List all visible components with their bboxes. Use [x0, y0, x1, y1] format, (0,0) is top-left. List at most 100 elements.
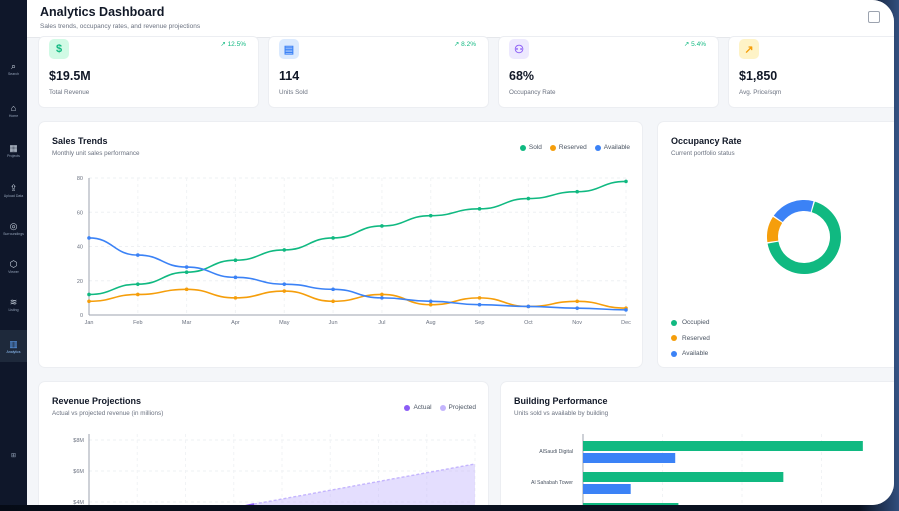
sidebar-item-label: Projects	[7, 153, 20, 158]
panel-subtitle: Units sold vs available by building	[514, 410, 609, 417]
occupancy-donut-chart	[767, 200, 841, 274]
header: Analytics Dashboard Sales trends, occupa…	[27, 0, 894, 38]
building-performance-panel: Building Performance Units sold vs avail…	[500, 381, 894, 505]
donut-slice-reserved	[767, 216, 783, 243]
sidebar-item-label: Analytics	[6, 349, 21, 354]
sidebar-item-search[interactable]: ⌕ Search	[0, 52, 27, 84]
location-icon: ◎	[9, 220, 18, 231]
legend-item-actual[interactable]: Actual	[404, 404, 432, 411]
stat-card-occupancy[interactable]: ⚇ ↗ 5.4% 68% Occupancy Rate	[498, 36, 719, 108]
legend-item-reserved[interactable]: Reserved	[671, 331, 710, 347]
data-point-sold	[477, 207, 482, 211]
data-point-available	[526, 304, 531, 309]
area-actual	[250, 504, 254, 505]
sidebar-item-analytics[interactable]: ▥ Analytics	[0, 330, 27, 362]
page-title: Analytics Dashboard	[40, 5, 165, 19]
data-point-available	[87, 236, 91, 240]
bar-available	[583, 484, 631, 494]
chart-legend: Sold Reserved Available	[519, 144, 630, 151]
series-line-sold	[88, 180, 627, 296]
sidebar-item-surroundings[interactable]: ◎ Surroundings	[0, 212, 27, 244]
legend-item-projected[interactable]: Projected	[439, 404, 476, 411]
chart-legend: Actual Projected	[404, 404, 476, 411]
data-point-available	[184, 265, 189, 269]
sidebar-item-projects[interactable]: ▦ Projects	[0, 134, 27, 166]
y-tick-label: 40	[77, 245, 83, 251]
trend-badge: ↗ 5.4%	[683, 41, 706, 48]
x-tick-label: Jan	[85, 320, 94, 326]
data-point-sold	[331, 236, 335, 240]
bar-sold	[583, 441, 863, 451]
calendar-icon[interactable]	[868, 11, 880, 23]
data-point-reserved	[136, 292, 140, 297]
legend-item-available[interactable]: Available	[671, 346, 710, 362]
sidebar-item-label: Surroundings	[3, 231, 24, 236]
legend-item-reserved[interactable]: Reserved	[549, 144, 587, 151]
home-icon: ⌂	[10, 102, 17, 113]
x-tick-label: Nov	[572, 320, 582, 326]
building-icon: ▤	[279, 39, 299, 59]
data-point-available	[477, 302, 482, 307]
stat-value: 114	[279, 69, 300, 83]
legend-item-occupied[interactable]: Occupied	[671, 315, 710, 331]
y-tick-label: $4M	[73, 500, 84, 505]
data-point-reserved	[282, 289, 287, 293]
donut-slice-available	[773, 200, 814, 223]
revenue-area-chart: $8M $6M $4M	[73, 434, 476, 505]
data-point-reserved	[380, 292, 384, 297]
stat-card-price[interactable]: ↗ $1,850 Avg. Price/sqm	[728, 36, 894, 108]
panel-subtitle: Current portfolio status	[671, 150, 735, 157]
stat-label: Total Revenue	[49, 89, 90, 96]
data-point-sold	[575, 189, 579, 194]
sidebar-item-label: Search	[7, 71, 20, 76]
stat-value: 68%	[509, 69, 535, 83]
grid-icon: ▦	[9, 142, 18, 153]
legend-item-sold[interactable]: Sold	[519, 144, 542, 151]
panel-title: Building Performance	[514, 396, 608, 406]
data-point-sold	[136, 282, 140, 286]
stat-card-revenue[interactable]: $ ↗ 12.5% $19.5M Total Revenue	[38, 36, 259, 108]
grid-icon[interactable]: ⊞	[10, 453, 17, 459]
data-point-sold	[87, 292, 91, 297]
layers-icon: ≋	[9, 296, 18, 307]
building-bar-chart: AlSaudi Digital Al Sahabah Tower	[531, 434, 863, 505]
trend-badge: ↗ 12.5%	[220, 41, 246, 48]
y-tick-label: $8M	[73, 438, 84, 444]
x-tick-label: Dec	[621, 320, 631, 326]
data-point-available	[380, 296, 384, 300]
line-projected	[248, 463, 476, 505]
data-point-available	[624, 308, 628, 312]
sidebar-item-home[interactable]: ⌂ Home	[0, 94, 27, 126]
sales-trends-panel: Sales Trends Monthly unit sales performa…	[38, 121, 643, 368]
sidebar-item-upload-data[interactable]: ⇪ Upload Data	[0, 174, 27, 206]
data-point-available	[575, 306, 579, 310]
trend-badge: ↗ 8.2%	[453, 41, 476, 48]
data-point-reserved	[575, 299, 579, 304]
panel-title: Occupancy Rate	[671, 136, 742, 146]
data-point-sold	[624, 179, 628, 184]
sidebar-item-viewer[interactable]: ⬡ Viewer	[0, 250, 27, 282]
donut-legend: Occupied Reserved Available	[671, 315, 710, 362]
stat-label: Avg. Price/sqm	[739, 89, 782, 96]
data-point-reserved	[477, 296, 482, 300]
legend-item-available[interactable]: Available	[594, 144, 630, 151]
bar-sold	[583, 503, 679, 505]
sidebar-item-listing[interactable]: ≋ Listing	[0, 288, 27, 320]
y-tick-label: 80	[77, 176, 83, 182]
upload-icon: ⇪	[9, 182, 18, 193]
data-point-sold	[526, 196, 531, 201]
data-point-available	[331, 287, 335, 292]
data-point-available	[233, 275, 238, 280]
x-tick-label: Feb	[133, 320, 142, 326]
stat-value: $19.5M	[49, 69, 91, 83]
data-point-sold	[380, 224, 384, 228]
category-label: AlSaudi Digital	[539, 449, 573, 455]
panel-title: Revenue Projections	[52, 396, 142, 406]
stat-card-units[interactable]: ▤ ↗ 8.2% 114 Units Sold	[268, 36, 489, 108]
sidebar-item-label: Upload Data	[3, 193, 24, 198]
bar-available	[583, 453, 676, 463]
data-point-sold	[233, 258, 238, 262]
stat-value: $1,850	[739, 69, 778, 83]
x-tick-label: Oct	[524, 320, 533, 326]
